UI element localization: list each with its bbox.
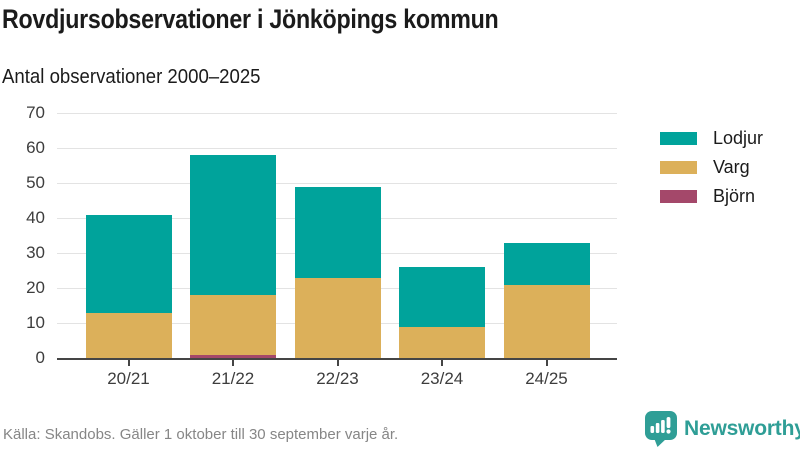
bar-segment-varg [399, 326, 485, 358]
stacked-bar-22-23 [294, 186, 381, 358]
y-axis-tick-label: 50 [26, 173, 45, 192]
legend-label-bjorn: Björn [713, 186, 756, 206]
bar-segment-lodjur [85, 214, 172, 313]
chart-title: Rovdjursobservationer i Jönköpings kommu… [2, 4, 499, 34]
y-axis-labels: 0 10 20 30 40 50 60 70 [0, 103, 45, 367]
newsworthy-logo[interactable]: Newsworthy [645, 411, 800, 447]
stacked-bar-24-25 [503, 242, 590, 358]
legend-label-varg: Varg [713, 157, 750, 177]
gridline [57, 147, 617, 149]
legend-label-lodjur: Lodjur [713, 128, 764, 148]
stacked-bar-20-21 [85, 214, 172, 358]
x-axis-tick-label: 22/23 [316, 369, 359, 388]
x-axis-tick-label: 20/21 [107, 369, 150, 388]
bar-segment-lodjur [399, 267, 485, 327]
y-axis-tick-label: 20 [26, 278, 45, 297]
bar-segment-varg [85, 312, 172, 358]
bar-segment-lodjur [190, 155, 276, 295]
bar-segment-lodjur [294, 186, 381, 278]
legend-swatch-varg [660, 160, 697, 174]
source-note: Källa: Skandobs. Gäller 1 oktober till 3… [3, 426, 399, 443]
bar-segment-bjorn [190, 354, 276, 358]
x-axis-tick-label: 21/22 [211, 369, 255, 388]
x-axis-tick-label: 23/24 [420, 369, 464, 388]
legend-swatch-bjorn [660, 189, 697, 203]
bar-segment-varg [294, 277, 381, 358]
y-axis-tick-label: 60 [26, 138, 45, 157]
newsworthy-brand-text: Newsworthy [684, 417, 800, 440]
legend-item-varg: Varg [660, 157, 763, 177]
legend-swatch-lodjur [660, 131, 697, 145]
y-axis-tick-label: 40 [26, 208, 45, 227]
legend-item-bjorn: Björn [660, 186, 763, 206]
y-axis-tick-label: 30 [26, 243, 45, 262]
x-axis-tick [336, 360, 339, 366]
x-axis-baseline [57, 358, 617, 360]
stacked-bar-21-22 [190, 155, 276, 358]
stacked-bar-23-24 [399, 267, 485, 358]
x-axis-tick [441, 360, 443, 366]
x-axis-tick [127, 360, 130, 366]
legend-item-lodjur: Lodjur [660, 128, 764, 148]
chart-legend: Lodjur Varg Björn [660, 128, 764, 218]
y-axis-tick-label: 10 [26, 313, 45, 332]
y-axis-tick-label: 0 [35, 348, 45, 367]
bar-segment-varg [190, 295, 276, 355]
bar-segment-varg [503, 284, 590, 358]
chart-subtitle: Antal observationer 2000–2025 [2, 66, 261, 88]
y-axis-tick-label: 70 [26, 103, 45, 122]
newsworthy-logo-icon [645, 411, 677, 447]
x-axis-tick [545, 360, 548, 366]
x-axis-tick [232, 360, 234, 366]
x-axis-tick-label: 24/25 [525, 369, 568, 388]
plot-area: 20/21 21/22 22/23 23/24 24/25 [57, 112, 617, 388]
bar-segment-lodjur [503, 242, 590, 285]
gridline [57, 182, 617, 184]
gridline [57, 112, 617, 114]
